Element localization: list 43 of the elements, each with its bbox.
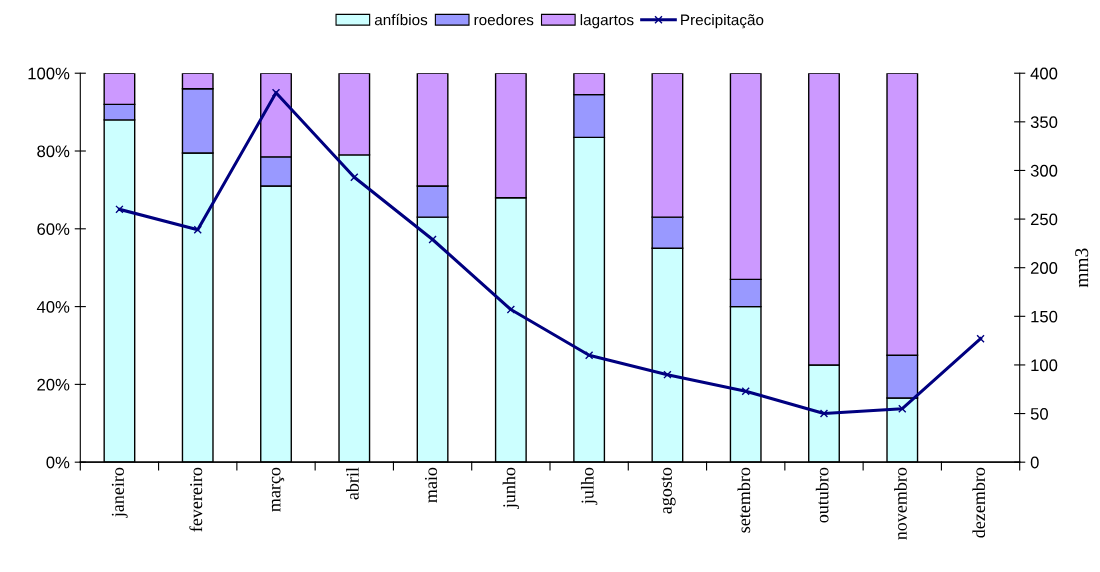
point	[819, 409, 829, 418]
x-tick-label: agosto	[661, 467, 676, 514]
legend-label: anfíbios	[374, 13, 428, 26]
y2-tick-label: 100	[1031, 359, 1058, 372]
y2-axis-title: mm3	[1075, 248, 1089, 288]
y2-tick-label: 200	[1030, 262, 1058, 274]
y2-tick-label: 400	[1030, 67, 1058, 80]
point	[193, 225, 202, 234]
point	[663, 370, 672, 379]
y2-tick-label: 350	[1030, 116, 1058, 129]
y-tick-label: 40%	[36, 300, 70, 313]
y-tick-label: 60%	[37, 223, 70, 235]
point	[271, 88, 281, 97]
y2-tick-label: 50	[1030, 407, 1048, 420]
y2-tick-label: 300	[1030, 164, 1058, 177]
point	[741, 387, 750, 396]
legend-label: roedores	[474, 14, 534, 26]
y2-tick-label: 250	[1030, 213, 1058, 226]
x-tick-label: setembro	[737, 467, 751, 533]
y2-tick-label: 0	[1030, 456, 1039, 469]
point	[350, 173, 359, 182]
x-tick-label: fevereiro	[189, 467, 203, 532]
point	[115, 205, 124, 214]
x-tick-label: abril	[346, 467, 359, 500]
y2-tick-label: 150	[1031, 310, 1058, 323]
legend-label: lagartos	[580, 14, 634, 29]
x-tick-label: julho	[580, 467, 598, 505]
x-tick-label: novembro	[894, 467, 907, 540]
point	[976, 334, 985, 343]
y-tick-label: 100%	[28, 67, 70, 80]
y-tick-label: 0%	[46, 456, 70, 469]
point	[584, 351, 594, 360]
x-tick-label: junho	[502, 467, 520, 509]
point	[898, 404, 907, 413]
y-tick-label: 80%	[37, 145, 70, 158]
x-tick-label: janeiro	[111, 467, 128, 518]
legend-label: Precipitação	[681, 14, 764, 29]
y-tick-label: 20%	[37, 378, 70, 391]
x-tick-label: dezembro	[972, 467, 986, 538]
point	[506, 305, 516, 314]
x-tick-label: março	[271, 467, 285, 512]
x-tick-label: maio	[424, 467, 438, 503]
x-tick-label: outubro	[815, 467, 829, 523]
